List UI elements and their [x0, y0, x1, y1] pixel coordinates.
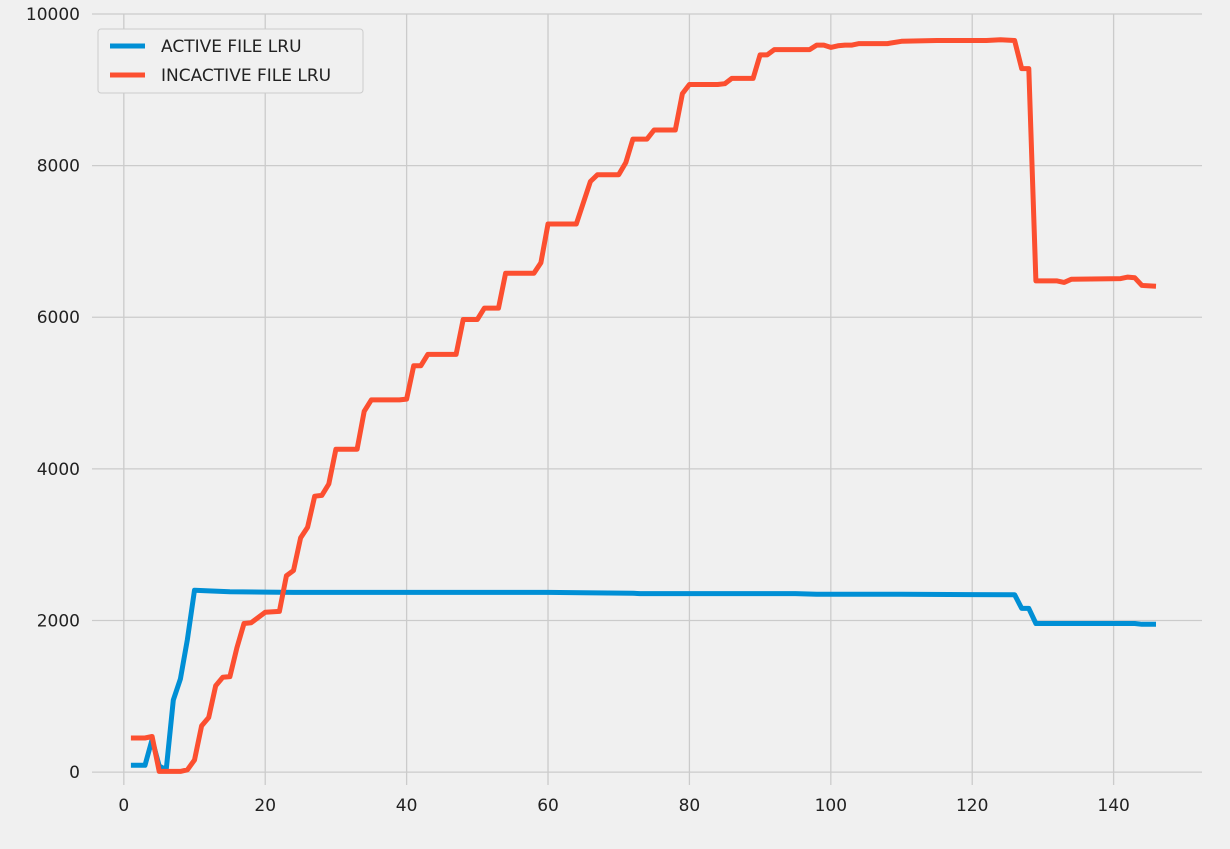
y-tick-label: 2000	[37, 611, 80, 631]
legend-label-incactive-file-lru: INCACTIVE FILE LRU	[161, 66, 331, 86]
y-tick-label: 0	[69, 763, 80, 783]
x-tick-labels: 0 20 40 60 80 100 120 140	[118, 796, 1129, 816]
y-tick-label: 8000	[37, 157, 80, 177]
series-lines	[130, 37, 1157, 774]
y-tick-label: 10000	[26, 5, 80, 25]
series-line-incactive-file-lru	[130, 37, 1157, 774]
y-tick-label: 4000	[37, 460, 80, 480]
x-tick-label: 100	[815, 796, 847, 816]
x-tick-label: 120	[956, 796, 988, 816]
x-tick-label: 80	[679, 796, 701, 816]
x-tick-label: 140	[1097, 796, 1129, 816]
x-tick-label: 0	[118, 796, 129, 816]
x-tick-label: 20	[254, 796, 276, 816]
series-line-active-file-lru	[130, 587, 1156, 773]
legend-label-active-file-lru: ACTIVE FILE LRU	[161, 37, 302, 57]
legend-box	[97, 28, 364, 94]
legend: ACTIVE FILE LRU INCACTIVE FILE LRU	[97, 28, 364, 94]
x-tick-label: 40	[396, 796, 418, 816]
y-grid	[92, 13, 1202, 773]
y-tick-labels: 0 2000 4000 6000 8000 10000	[26, 5, 80, 783]
y-tick-label: 6000	[37, 308, 80, 328]
x-tick-label: 60	[537, 796, 559, 816]
